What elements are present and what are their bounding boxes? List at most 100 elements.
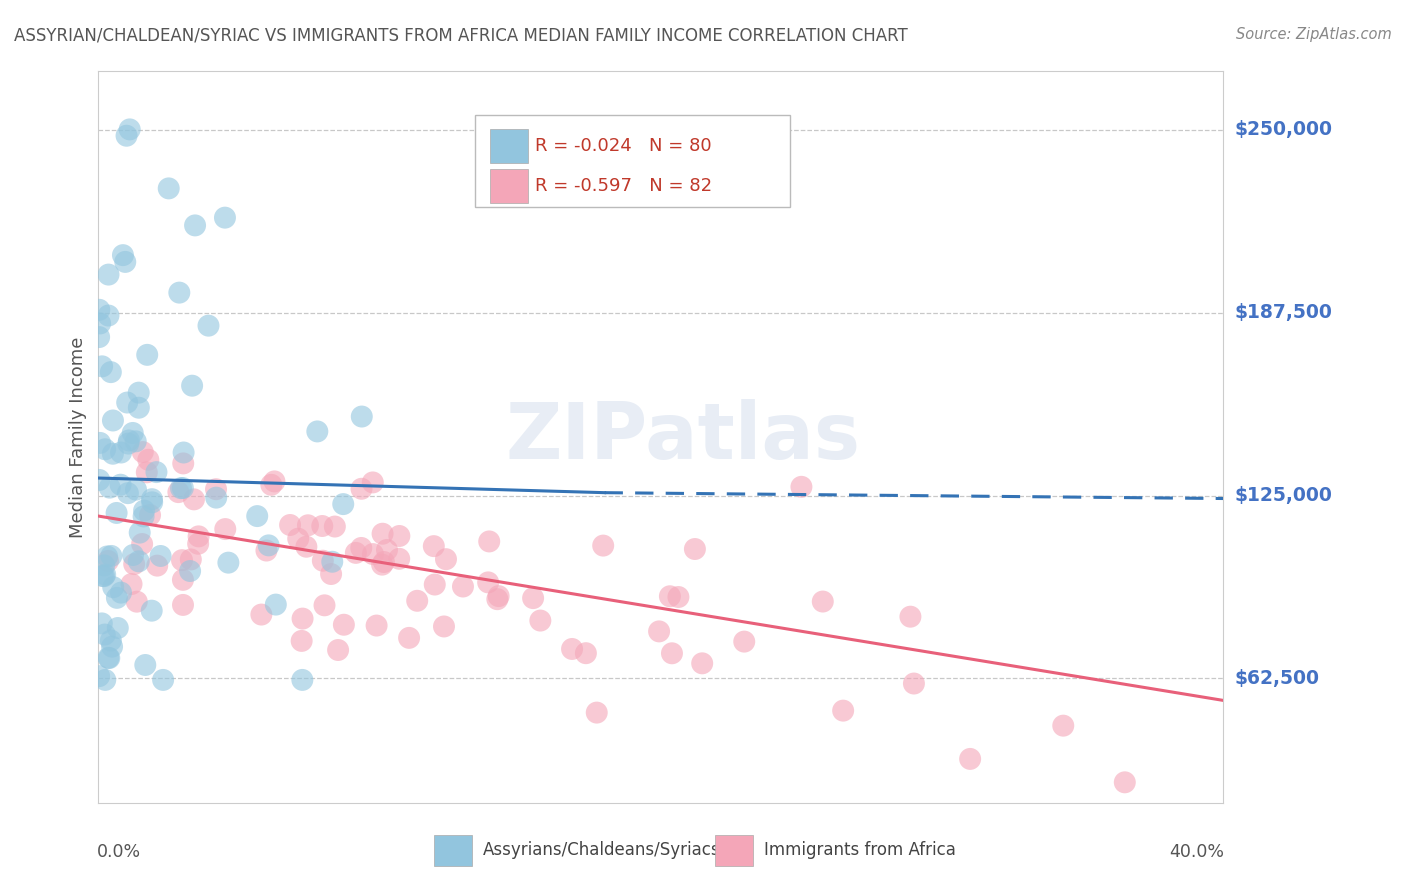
Point — [246, 509, 269, 524]
Point — [94, 567, 117, 582]
Point — [344, 546, 367, 560]
FancyBboxPatch shape — [714, 835, 754, 866]
Point — [264, 598, 287, 612]
Point — [648, 624, 671, 639]
Point — [91, 359, 114, 374]
Point — [307, 425, 329, 439]
Point — [297, 518, 319, 533]
Point — [575, 646, 598, 660]
Point — [263, 475, 285, 489]
Point — [323, 519, 346, 533]
Point — [522, 591, 544, 606]
Point — [89, 669, 111, 683]
Point — [105, 506, 128, 520]
Point — [139, 508, 162, 523]
Point — [486, 592, 509, 607]
Point — [90, 616, 112, 631]
Point — [170, 481, 193, 495]
Point — [388, 551, 411, 566]
FancyBboxPatch shape — [489, 129, 529, 162]
Point — [668, 590, 690, 604]
Point — [214, 211, 236, 225]
Point — [180, 552, 202, 566]
Y-axis label: Median Family Income: Median Family Income — [69, 336, 87, 538]
Point — [1052, 719, 1074, 733]
Point — [172, 598, 194, 612]
Point — [135, 466, 157, 480]
Point — [121, 425, 143, 440]
Point — [250, 607, 273, 622]
Point — [101, 447, 124, 461]
Point — [91, 569, 114, 583]
Point — [181, 378, 204, 392]
Point — [371, 558, 394, 572]
Point — [89, 302, 111, 317]
Point — [398, 631, 420, 645]
Point — [167, 485, 190, 500]
Point — [295, 540, 318, 554]
Point — [110, 477, 132, 491]
Text: $62,500: $62,500 — [1234, 669, 1319, 688]
Point — [832, 704, 855, 718]
Text: $250,000: $250,000 — [1234, 120, 1333, 139]
Point — [291, 634, 314, 648]
Point — [561, 642, 583, 657]
Point — [131, 537, 153, 551]
Point — [170, 553, 193, 567]
Point — [187, 537, 209, 551]
Point — [690, 657, 713, 671]
Point — [260, 478, 283, 492]
Text: R = -0.024   N = 80: R = -0.024 N = 80 — [534, 136, 711, 155]
Point — [321, 555, 343, 569]
Point — [97, 554, 120, 568]
Point — [361, 475, 384, 490]
Text: Assyrians/Chaldeans/Syriacs: Assyrians/Chaldeans/Syriacs — [484, 841, 721, 859]
Point — [257, 538, 280, 552]
Text: Immigrants from Africa: Immigrants from Africa — [765, 841, 956, 859]
Point — [101, 640, 124, 654]
Point — [96, 549, 118, 564]
Point — [683, 541, 706, 556]
Point — [423, 539, 446, 553]
Point — [350, 541, 373, 555]
Text: 0.0%: 0.0% — [97, 843, 142, 861]
Point — [98, 481, 121, 495]
Point — [903, 676, 925, 690]
Point — [89, 436, 111, 450]
Text: Source: ZipAtlas.com: Source: ZipAtlas.com — [1236, 27, 1392, 42]
Point — [314, 599, 336, 613]
Point — [110, 445, 132, 459]
Point — [333, 617, 356, 632]
Point — [100, 365, 122, 379]
Point — [132, 509, 155, 524]
Point — [141, 492, 163, 507]
Point — [97, 309, 120, 323]
Point — [125, 434, 148, 449]
Point — [287, 532, 309, 546]
Point — [107, 621, 129, 635]
Point — [149, 549, 172, 563]
Point — [97, 268, 120, 282]
Point — [117, 436, 139, 450]
Point — [529, 614, 551, 628]
FancyBboxPatch shape — [433, 835, 472, 866]
Point — [132, 503, 155, 517]
Point — [132, 445, 155, 459]
Point — [373, 555, 395, 569]
Point — [187, 529, 209, 543]
Point — [406, 594, 429, 608]
Point — [173, 445, 195, 459]
Text: $187,500: $187,500 — [1234, 303, 1333, 322]
Point — [350, 409, 373, 424]
Point — [451, 580, 474, 594]
Point — [98, 651, 121, 665]
Point — [811, 594, 834, 608]
Point — [585, 706, 607, 720]
Point — [350, 482, 373, 496]
Point — [361, 547, 384, 561]
Point — [146, 558, 169, 573]
Point — [141, 604, 163, 618]
Point — [125, 595, 148, 609]
Point — [790, 480, 813, 494]
Point — [101, 413, 124, 427]
